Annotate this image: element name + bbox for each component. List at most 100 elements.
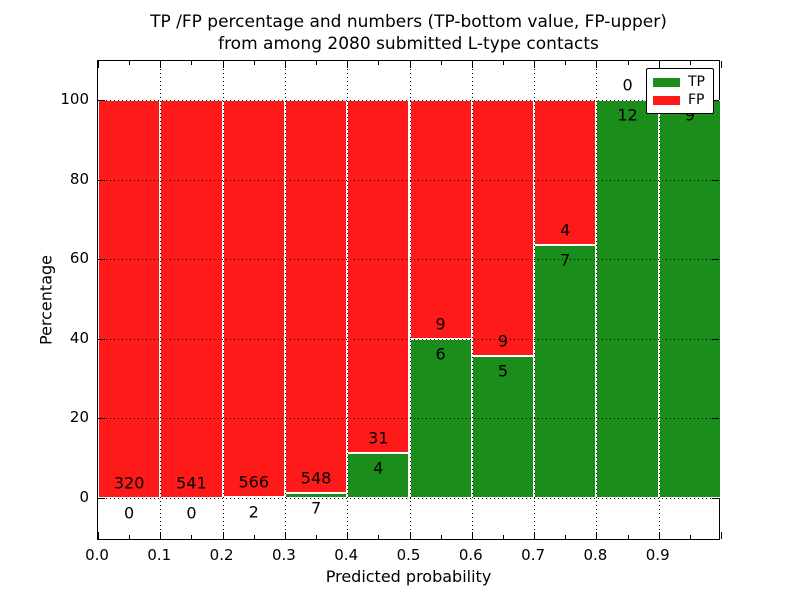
- x-minor-tick: [378, 61, 380, 65]
- y-tick-label: 80: [69, 169, 89, 188]
- x-minor-tick: [191, 535, 193, 539]
- x-major-tick: [721, 532, 722, 539]
- fp-legend-label: FP: [688, 92, 705, 108]
- x-major-tick: [160, 532, 162, 539]
- x-major-tick: [534, 61, 536, 68]
- x-minor-tick: [316, 535, 318, 539]
- chart-title-line1: TP /FP percentage and numbers (TP-bottom…: [150, 12, 667, 32]
- fp-bar-segment: [284, 100, 348, 493]
- x-minor-tick: [502, 535, 504, 539]
- tp-count-label: 0: [124, 503, 135, 523]
- y-major-tick: [98, 498, 105, 499]
- h-gridline: [98, 179, 719, 181]
- x-major-tick: [347, 61, 349, 68]
- x-major-tick: [534, 532, 536, 539]
- x-minor-tick: [253, 61, 255, 65]
- tp-count-label: 7: [560, 250, 571, 270]
- x-tick-label: 0.6: [458, 546, 483, 564]
- fp-bar-segment: [160, 100, 223, 498]
- tp-bar-segment: [471, 355, 535, 498]
- tp-count-label: 7: [310, 498, 322, 518]
- y-major-tick: [712, 498, 719, 499]
- legend: TP FP: [646, 68, 714, 114]
- x-major-tick: [222, 61, 224, 68]
- h-gridline: [98, 259, 719, 261]
- fp-count-label: 9: [497, 331, 509, 351]
- tp-bar-segment: [596, 100, 659, 498]
- chart-title-line2: from among 2080 submitted L-type contact…: [218, 34, 599, 54]
- x-minor-tick: [627, 61, 629, 65]
- y-major-tick: [98, 418, 105, 420]
- y-major-tick: [712, 179, 719, 181]
- x-major-tick: [222, 532, 224, 539]
- fp-count-label: 0: [622, 75, 633, 95]
- x-major-tick: [658, 61, 660, 68]
- x-minor-tick: [253, 535, 255, 539]
- x-minor-tick: [689, 535, 691, 539]
- fp-count-label: 541: [176, 473, 207, 493]
- x-minor-tick: [565, 535, 567, 539]
- fp-bar-segment: [471, 100, 535, 356]
- v-gridline: [534, 61, 536, 539]
- tp-count-label: 4: [373, 458, 384, 477]
- y-major-tick: [712, 100, 719, 101]
- y-tick-label: 20: [69, 408, 89, 427]
- h-gridline: [98, 338, 719, 340]
- fp-bar-segment: [98, 100, 161, 498]
- x-major-tick: [409, 61, 411, 68]
- plot-area: 320 0 541 0 566 2 548 7 31 4 9 6 9 5 4 7 0 12 9 TP FP: [97, 60, 722, 540]
- x-minor-tick: [378, 535, 380, 539]
- fp-count-label: 4: [560, 220, 571, 240]
- x-minor-tick: [689, 61, 691, 65]
- x-major-tick: [471, 61, 473, 68]
- x-minor-tick: [316, 61, 318, 65]
- legend-item-fp: FP: [653, 93, 707, 107]
- v-gridline: [596, 61, 598, 539]
- y-major-tick: [98, 259, 105, 261]
- x-minor-tick: [627, 535, 629, 539]
- tp-bar-segment: [658, 100, 721, 498]
- fp-bar-segment: [534, 100, 597, 245]
- x-major-tick: [98, 532, 99, 539]
- tp-swatch-icon: [653, 77, 680, 87]
- x-tick-label: 0.1: [147, 546, 172, 564]
- tp-count-label: 12: [617, 105, 638, 125]
- y-axis-label: Percentage: [36, 254, 56, 346]
- x-tick-label: 0.3: [271, 546, 296, 564]
- v-gridline: [284, 61, 286, 539]
- h-gridline: [98, 498, 719, 499]
- x-tick-label: 0.8: [583, 546, 608, 564]
- x-minor-tick: [191, 61, 193, 65]
- x-major-tick: [98, 61, 99, 68]
- v-gridline: [160, 61, 162, 539]
- y-tick-label: 0: [79, 488, 89, 506]
- x-minor-tick: [129, 61, 131, 65]
- fp-bar-segment: [409, 100, 472, 339]
- chart-title: TP /FP percentage and numbers (TP-bottom…: [97, 11, 720, 55]
- fp-bar-segment: [347, 100, 410, 453]
- v-gridline: [222, 61, 224, 539]
- x-major-tick: [347, 532, 349, 539]
- legend-item-tp: TP: [653, 75, 707, 89]
- x-minor-tick: [129, 535, 131, 539]
- h-gridline: [98, 418, 719, 420]
- x-major-tick: [596, 61, 598, 68]
- fp-count-label: 566: [238, 472, 270, 492]
- y-tick-label: 100: [60, 90, 89, 108]
- fp-count-label: 548: [300, 468, 332, 488]
- y-tick-label: 40: [69, 328, 89, 347]
- x-tick-label: 0.7: [521, 546, 546, 564]
- fp-count-label: 320: [113, 473, 145, 493]
- fp-bar-segment: [222, 100, 285, 497]
- y-major-tick: [98, 179, 105, 181]
- y-major-tick: [98, 338, 105, 340]
- tp-legend-label: TP: [688, 74, 705, 90]
- tp-count-label: 9: [684, 105, 695, 125]
- x-tick-label: 0.5: [396, 546, 421, 564]
- y-major-tick: [98, 100, 105, 101]
- x-tick-label: 0.9: [645, 546, 670, 564]
- x-minor-tick: [440, 535, 442, 539]
- y-major-tick: [712, 338, 719, 340]
- y-major-tick: [712, 259, 719, 261]
